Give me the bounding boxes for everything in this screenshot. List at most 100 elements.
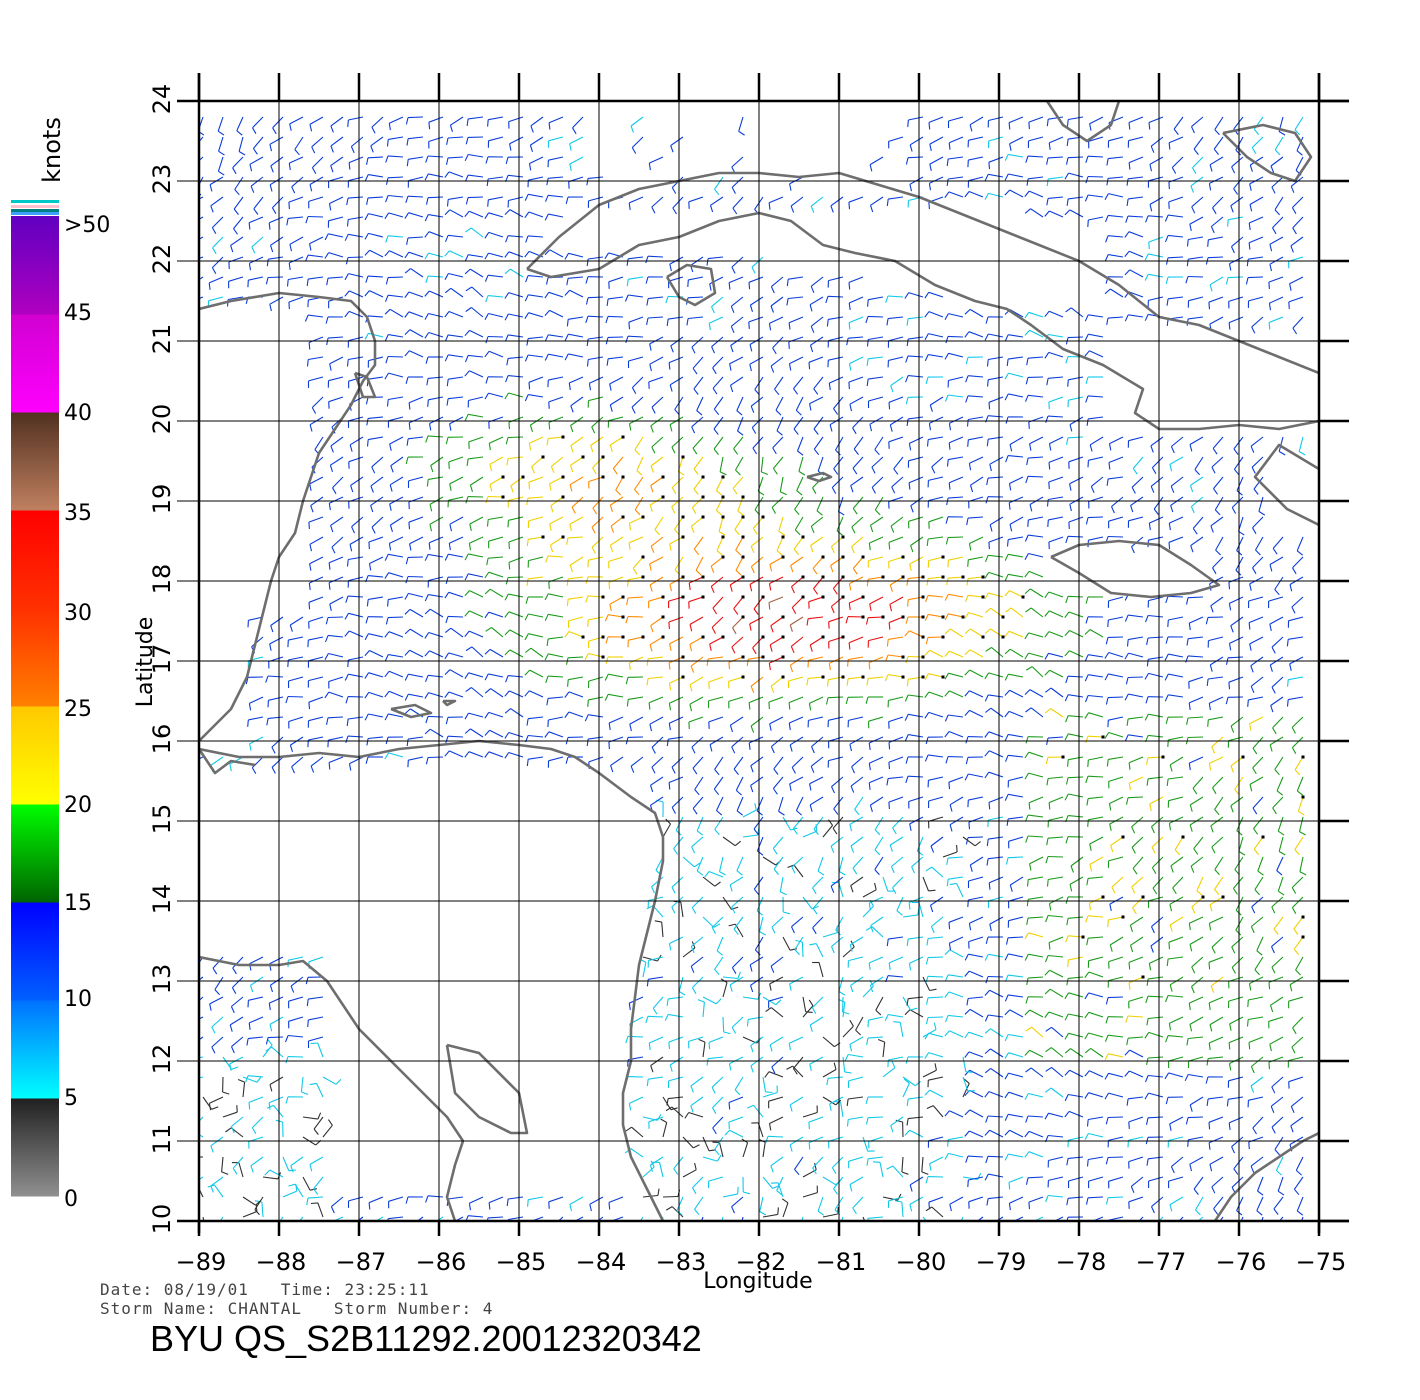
wind-barb-flag: [650, 1065, 654, 1073]
wind-barb: [388, 212, 404, 218]
wind-barb-flag: [1048, 443, 1052, 451]
wind-barb-flag: [869, 804, 873, 812]
wind-barb-flag: [1069, 483, 1072, 491]
wind-barb: [928, 796, 944, 802]
wind-barb-flag: [968, 463, 972, 471]
wind-barb-flag: [985, 646, 992, 652]
wind-barb-flag: [210, 1145, 214, 1153]
wind-barb-flag: [211, 227, 217, 234]
wind-barb: [995, 1216, 1004, 1221]
wind-barb: [1008, 776, 1024, 782]
wind-barb-flag: [928, 122, 931, 130]
wind-barb-flag: [786, 1065, 793, 1070]
wind-barb: [262, 1176, 278, 1180]
wind-barb-flag: [1066, 978, 1069, 986]
wind-barb: [1030, 607, 1044, 618]
wind-barb-flag: [749, 985, 754, 993]
wind-barb-flag: [930, 845, 935, 853]
wind-barb-flag: [286, 279, 289, 287]
wind-barb-flag: [1228, 643, 1232, 651]
wind-barb: [491, 626, 504, 638]
wind-barb-flag: [829, 1103, 832, 1111]
wind-barb: [1108, 776, 1124, 782]
wind-barb-flag: [786, 298, 789, 306]
wind-barb: [1028, 652, 1044, 658]
wind-barb: [348, 556, 364, 561]
wind-barb-flag: [505, 675, 509, 683]
wind-barb-flag: [750, 785, 754, 793]
wind-barb: [569, 156, 584, 165]
wind-barb-flag: [949, 1204, 952, 1212]
wind-barb-flag: [734, 529, 740, 536]
wind-barb-flag: [1185, 1117, 1189, 1125]
wind-barb: [510, 476, 524, 487]
wind-barb: [448, 496, 464, 501]
coastline-isleYouth: [665, 263, 717, 307]
wind-barb-flag: [1045, 1087, 1052, 1093]
wind-barb-flag: [545, 277, 549, 285]
wind-barb-flag: [1004, 1052, 1010, 1059]
wind-barb: [668, 1076, 684, 1082]
wind-barb-flag: [1291, 606, 1296, 614]
wind-barb: [488, 176, 504, 180]
wind-barb: [1029, 436, 1044, 445]
wind-barb: [869, 596, 884, 605]
wind-barb: [808, 656, 824, 661]
wind-barb-flag: [908, 902, 911, 910]
wind-barb-flag: [1250, 686, 1255, 694]
wind-barb: [769, 656, 784, 664]
wind-barb: [888, 736, 904, 743]
wind-barb: [827, 696, 844, 699]
wind-barb-flag: [1251, 906, 1256, 914]
wind-barb: [778, 796, 784, 812]
wind-barb-flag: [526, 498, 529, 506]
wind-barb: [410, 268, 424, 278]
wind-barb: [1231, 236, 1244, 248]
wind-barb: [427, 196, 444, 199]
wind-barb-flag: [854, 809, 860, 816]
wind-barb-flag: [944, 1110, 950, 1117]
wind-barb-flag: [888, 962, 891, 970]
wind-barb-flag: [465, 197, 469, 205]
wind-barb-flag: [424, 728, 431, 735]
wind-barb: [1294, 836, 1304, 850]
wind-barb-flag: [1005, 416, 1009, 424]
wind-barb-flag: [865, 1096, 869, 1104]
wind-barb: [1292, 196, 1304, 208]
wind-barb: [388, 572, 404, 578]
wind-barb-flag: [588, 383, 592, 391]
wind-barb-flag: [1230, 205, 1234, 213]
wind-barb: [550, 456, 564, 467]
wind-barb-flag: [1292, 1027, 1297, 1035]
wind-barb-flag: [335, 1078, 342, 1085]
wind-barb: [1049, 669, 1064, 678]
wind-barb-flag: [464, 174, 469, 182]
wind-barb-flag: [504, 629, 511, 636]
wind-barb: [448, 171, 464, 178]
wind-barb-flag: [768, 323, 772, 331]
wind-barb-flag: [787, 864, 795, 869]
wind-barb-flag: [910, 505, 914, 513]
wind-barb: [813, 416, 824, 430]
wind-barb: [1270, 996, 1284, 1006]
wind-barb: [950, 628, 964, 638]
wind-barb: [199, 956, 204, 964]
wind-barb: [749, 356, 764, 365]
wind-barb-flag: [867, 1218, 869, 1221]
wind-barb: [548, 291, 564, 298]
wind-barb-flag: [944, 1153, 949, 1160]
wind-barb-flag: [1004, 648, 1011, 655]
wind-barb: [370, 136, 384, 147]
wind-barb: [948, 116, 964, 122]
wind-barb: [427, 275, 444, 278]
wind-barb-flag: [289, 244, 293, 252]
wind-barb-flag: [924, 673, 929, 681]
wind-barb: [732, 956, 744, 968]
wind-barb-flag: [1124, 734, 1129, 742]
wind-barb: [1235, 896, 1244, 911]
wind-barb-flag: [893, 1021, 901, 1023]
wind-barb: [488, 392, 504, 398]
rain-flag-dot: [821, 555, 825, 559]
wind-barb-flag: [404, 329, 411, 335]
wind-barb-flag: [831, 487, 837, 494]
